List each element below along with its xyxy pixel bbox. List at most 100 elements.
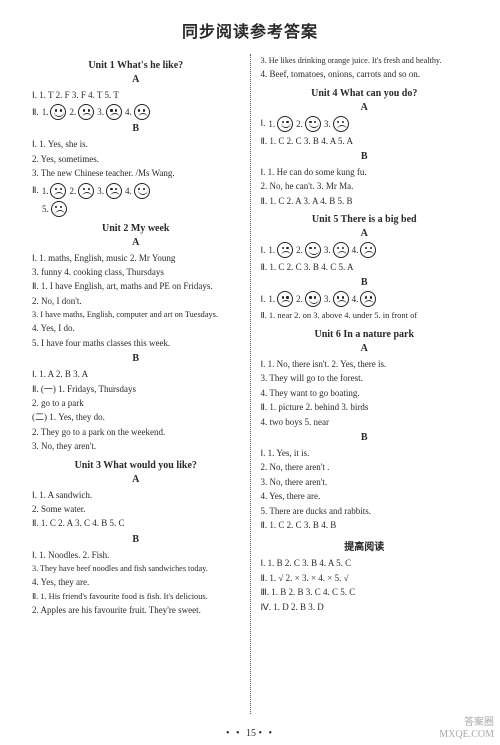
- face-num: 2.: [296, 294, 303, 304]
- u3b-line: 4. Yes, they are.: [32, 575, 240, 589]
- page-number-value: 15: [246, 728, 256, 739]
- row-prefix: Ⅰ.: [261, 118, 266, 129]
- frown-icon: [277, 291, 293, 307]
- frown-icon: [134, 104, 150, 120]
- u1b-face-row2: 5.: [32, 201, 240, 217]
- u4b-line: 2. No, he can't. 3. Mr Ma.: [261, 179, 469, 193]
- face-num: 2.: [69, 107, 76, 117]
- row-prefix: Ⅰ.: [261, 294, 266, 305]
- u3b-line: Ⅰ. 1. Noodles. 2. Fish.: [32, 548, 240, 562]
- section-b: B: [261, 277, 469, 288]
- face-num: 4.: [352, 245, 359, 255]
- u4b-line: Ⅱ. 1. C 2. A 3. A 4. B 5. B: [261, 194, 469, 208]
- u3a-line: 2. Some water.: [32, 502, 240, 516]
- section-b: B: [261, 432, 469, 443]
- face-num: 1.: [268, 245, 275, 255]
- row-prefix: Ⅰ.: [261, 245, 266, 256]
- page-dots-left: [226, 728, 246, 739]
- unit1-title: Unit 1 What's he like?: [32, 60, 240, 71]
- u6a-line: 3. They will go to the forest.: [261, 371, 469, 385]
- u5a-face-row: Ⅰ. 1. 2. 3. 4.: [261, 242, 469, 258]
- u6b-line: 3. No, there aren't.: [261, 475, 469, 489]
- frown-icon: [51, 201, 67, 217]
- face-num: 2.: [296, 245, 303, 255]
- watermark-line2: MXQE.COM: [439, 729, 494, 741]
- smile-icon: [305, 242, 321, 258]
- frown-icon: [333, 242, 349, 258]
- unit6-title: Unit 6 In a nature park: [261, 329, 469, 340]
- frown-icon: [106, 104, 122, 120]
- r-line: 4. Beef, tomatoes, onions, carrots and s…: [261, 67, 469, 81]
- section-b: B: [261, 151, 469, 162]
- face-num: 1.: [42, 107, 49, 117]
- smile-icon: [277, 116, 293, 132]
- u5b-line: Ⅱ. 1. near 2. on 3. above 4. under 5. in…: [261, 309, 469, 323]
- face-num: 3.: [97, 186, 104, 196]
- u2a-line: 2. No, I don't.: [32, 294, 240, 308]
- face-num: 3.: [97, 107, 104, 117]
- adv-line: Ⅰ. 1. B 2. C 3. B 4. A 5. C: [261, 556, 469, 570]
- u6a-line: Ⅰ. 1. No, there isn't. 2. Yes, there is.: [261, 357, 469, 371]
- unit4-title: Unit 4 What can you do?: [261, 88, 469, 99]
- smile-icon: [50, 104, 66, 120]
- advanced-title: 提高阅读: [261, 538, 469, 553]
- right-column: 3. He likes drinking orange juice. It's …: [255, 54, 475, 714]
- frown-icon: [360, 291, 376, 307]
- u6a-line: 4. They want to go boating.: [261, 386, 469, 400]
- u6b-line: 2. No, there aren't .: [261, 460, 469, 474]
- row-prefix: Ⅱ.: [32, 185, 39, 196]
- section-a: A: [261, 343, 469, 354]
- section-a: A: [32, 74, 240, 85]
- adv-line: Ⅲ. 1. B 2. B 3. C 4. C 5. C: [261, 585, 469, 599]
- u2a-line: 3. I have maths, English, computer and a…: [32, 308, 240, 321]
- u6a-line: 4. two boys 5. near: [261, 415, 469, 429]
- section-a: A: [261, 228, 469, 239]
- frown-icon: [50, 183, 66, 199]
- u6a-line: Ⅱ. 1. picture 2. behind 3. birds: [261, 400, 469, 414]
- frown-icon: [333, 291, 349, 307]
- unit3-title: Unit 3 What would you like?: [32, 460, 240, 471]
- row-prefix: Ⅱ.: [32, 107, 39, 118]
- u4a-face-row: Ⅰ. 1. 2. 3.: [261, 116, 469, 132]
- u2a-line: Ⅰ. 1. maths, English, music 2. Mr Young: [32, 251, 240, 265]
- smile-icon: [305, 116, 321, 132]
- face-num: 3.: [324, 245, 331, 255]
- u1b-line: 2. Yes, sometimes.: [32, 152, 240, 166]
- section-a: A: [32, 474, 240, 485]
- face-num: 4.: [125, 186, 132, 196]
- u1a-face-row: Ⅱ. 1. 2. 3. 4.: [32, 104, 240, 120]
- u3b-line: Ⅱ. 1. His friend's favourite food is fis…: [32, 590, 240, 603]
- u2b-line: 3. No, they aren't.: [32, 439, 240, 453]
- face-num: 1.: [268, 119, 275, 129]
- face-num: 1.: [42, 186, 49, 196]
- page-title: 同步阅读参考答案: [0, 0, 500, 54]
- frown-icon: [333, 116, 349, 132]
- face-num: 3.: [324, 294, 331, 304]
- u1b-face-row1: Ⅱ. 1. 2. 3. 4.: [32, 183, 240, 199]
- u3a-line: Ⅱ. 1. C 2. A 3. C 4. B 5. C: [32, 516, 240, 530]
- u3a-line: Ⅰ. 1. A sandwich.: [32, 488, 240, 502]
- face-num: 4.: [352, 294, 359, 304]
- section-a: A: [32, 237, 240, 248]
- face-num: 2.: [69, 186, 76, 196]
- face-num: 3.: [324, 119, 331, 129]
- unit5-title: Unit 5 There is a big bed: [261, 214, 469, 225]
- frown-icon: [106, 183, 122, 199]
- section-b: B: [32, 123, 240, 134]
- smile-icon: [305, 291, 321, 307]
- section-b: B: [32, 534, 240, 545]
- face-num: 4.: [125, 107, 132, 117]
- u6b-line: 4. Yes, there are.: [261, 489, 469, 503]
- face-num: 2.: [296, 119, 303, 129]
- column-divider: [250, 54, 251, 714]
- u2b-line: (二) 1. Yes, they do.: [32, 410, 240, 424]
- frown-icon: [360, 242, 376, 258]
- frown-icon: [277, 242, 293, 258]
- section-b: B: [32, 353, 240, 364]
- u2a-line: 3. funny 4. cooking class, Thursdays: [32, 265, 240, 279]
- u6b-line: Ⅱ. 1. C 2. C 3. B 4. B: [261, 518, 469, 532]
- u1b-line: 3. The new Chinese teacher. /Ms Wang.: [32, 166, 240, 180]
- watermark-line1: 答案圈: [439, 717, 494, 729]
- frown-icon: [78, 104, 94, 120]
- unit2-title: Unit 2 My week: [32, 223, 240, 234]
